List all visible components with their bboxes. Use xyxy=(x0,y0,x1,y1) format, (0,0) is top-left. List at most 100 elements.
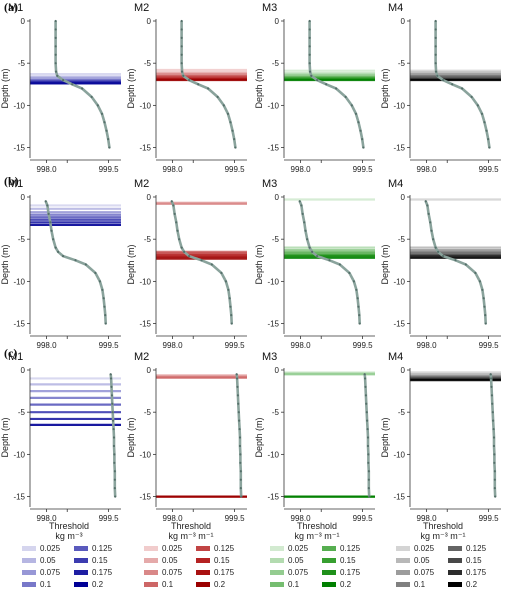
profile-point xyxy=(315,254,319,258)
legend-item: 0.075 xyxy=(270,567,320,577)
y-tick-label: -15 xyxy=(139,320,151,329)
legend-item: 0.075 xyxy=(22,567,72,577)
profile-point xyxy=(490,385,493,388)
profile-point xyxy=(366,436,370,439)
profile-point xyxy=(461,87,464,90)
y-tick-label: -15 xyxy=(393,144,405,153)
profile-point xyxy=(236,394,239,397)
density-profile xyxy=(363,374,371,497)
y-axis-label: Depth (m) xyxy=(0,68,10,108)
profile-point xyxy=(226,112,230,115)
density-profile xyxy=(308,21,365,148)
legend-label: 0.2 xyxy=(92,579,104,589)
legend-swatch xyxy=(322,557,336,563)
profile-point xyxy=(110,394,113,397)
y-tick-label: -15 xyxy=(267,320,279,329)
profile-point xyxy=(54,45,57,48)
y-tick-label: -10 xyxy=(267,277,279,286)
profile-point xyxy=(229,121,232,124)
profile-point xyxy=(434,53,437,56)
y-axis-label: Depth (m) xyxy=(254,244,264,284)
profile-point xyxy=(365,411,368,414)
profile-point xyxy=(182,74,185,77)
y-tick-label: -10 xyxy=(139,450,151,459)
profile-point xyxy=(344,95,347,99)
y-tick-label: -5 xyxy=(144,59,152,68)
y-axis-label: Depth (m) xyxy=(380,417,390,457)
legend-label: 0.2 xyxy=(466,579,478,589)
legend-label: 0.125 xyxy=(466,543,487,553)
profile-point xyxy=(180,36,183,39)
profile-point xyxy=(308,28,311,31)
legend-label: 0.125 xyxy=(214,543,235,553)
legend-label: 0.175 xyxy=(466,567,487,577)
legend-swatch xyxy=(396,581,410,587)
profile-point xyxy=(328,259,331,262)
profile-point xyxy=(103,305,106,308)
legend-grid: 0.025 0.125 0.05 0.15 0.075 0.175 0.1 0.2 xyxy=(270,543,372,589)
profile-point xyxy=(352,280,356,283)
density-profile xyxy=(489,374,497,497)
legend-item: 0.175 xyxy=(322,567,372,577)
row-label: (c) xyxy=(4,346,17,360)
legend-unit: kg m⁻³ m⁻¹ xyxy=(294,531,340,541)
profile-point xyxy=(357,121,360,124)
profile-point xyxy=(366,419,369,422)
y-axis-label: Depth (m) xyxy=(126,417,136,457)
panel-title: M1 xyxy=(8,178,23,190)
profile-point xyxy=(172,204,175,207)
profile-point xyxy=(237,402,240,405)
legend-label: 0.05 xyxy=(414,555,430,565)
legend-swatch xyxy=(144,557,158,563)
profile-point xyxy=(236,385,239,388)
profile-point xyxy=(238,444,242,448)
profile-point xyxy=(112,419,115,422)
profile-point xyxy=(350,104,353,107)
profile-point xyxy=(359,129,362,132)
x-tick-label: 998.0 xyxy=(37,165,58,174)
legend-label: 0.15 xyxy=(340,555,356,565)
profile-point xyxy=(178,238,181,241)
x-tick-label: 998.0 xyxy=(417,165,438,174)
legend-item: 0.075 xyxy=(396,567,446,577)
profile-point xyxy=(308,246,311,249)
profile-point xyxy=(187,254,191,258)
profile-point xyxy=(315,78,319,82)
legend-swatch xyxy=(22,545,36,551)
profile-point xyxy=(363,373,366,376)
x-tick-label: 998.0 xyxy=(37,514,58,523)
profile-point xyxy=(113,453,116,456)
legend-swatch xyxy=(22,569,36,575)
y-tick-label: -10 xyxy=(13,450,25,459)
legend-label: 0.1 xyxy=(414,579,426,589)
legend-swatch xyxy=(396,545,410,551)
legend-grid: 0.025 0.125 0.05 0.15 0.075 0.175 0.1 0.2 xyxy=(22,543,124,589)
profile-point xyxy=(239,487,242,490)
profile-point xyxy=(200,259,203,262)
profile-point xyxy=(110,385,113,388)
legend-swatch xyxy=(270,557,284,563)
panel-title: M3 xyxy=(262,2,277,14)
profile-point xyxy=(54,28,57,31)
profile-point xyxy=(238,436,242,439)
profile-point xyxy=(102,297,105,300)
profile-point xyxy=(441,254,445,258)
profile-point xyxy=(238,427,241,431)
legend-swatch xyxy=(144,569,158,575)
y-axis-label: Depth (m) xyxy=(254,417,264,457)
legend-label: 0.025 xyxy=(40,543,61,553)
row-label: (a) xyxy=(4,0,18,14)
profile-point xyxy=(56,74,59,77)
legend-label: 0.2 xyxy=(214,579,226,589)
y-tick-label: -10 xyxy=(393,277,405,286)
legend-swatch xyxy=(74,545,88,551)
y-tick-label: -15 xyxy=(13,320,25,329)
y-axis-label: Depth (m) xyxy=(0,244,10,284)
profile-point xyxy=(364,385,367,388)
legend-swatch xyxy=(448,557,462,563)
x-tick-label: 999.5 xyxy=(225,341,246,350)
y-tick-label: -10 xyxy=(393,101,405,110)
y-axis-label: Depth (m) xyxy=(126,68,136,108)
legend-item: 0.1 xyxy=(270,579,320,589)
